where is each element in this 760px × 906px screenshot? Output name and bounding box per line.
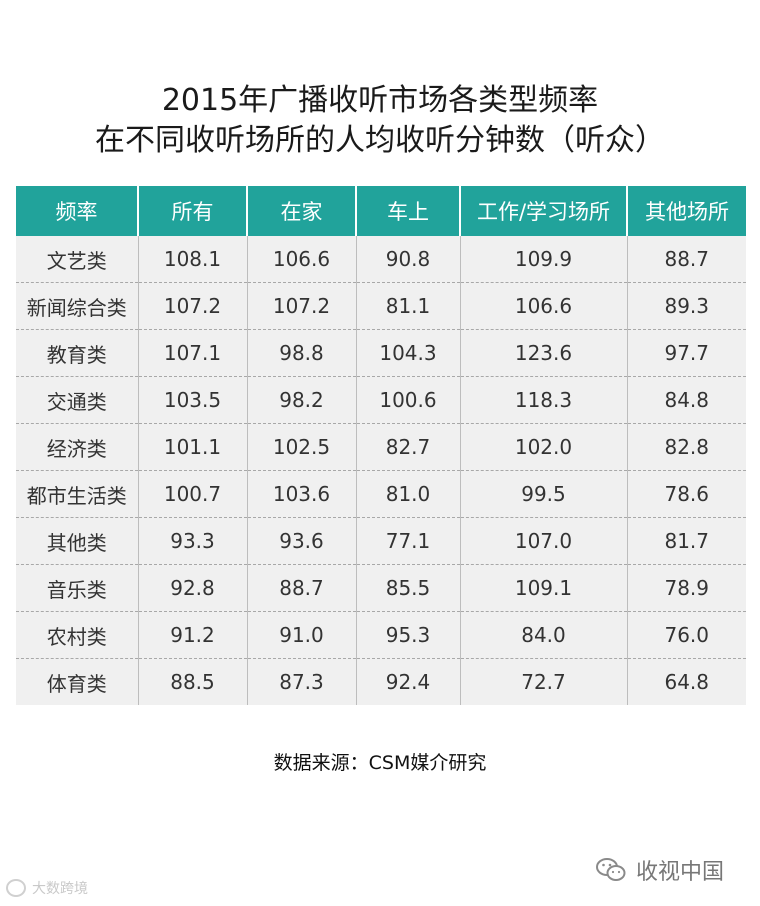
- row-label-cell: 交通类: [16, 376, 138, 424]
- source-note: 数据来源：CSM媒介研究: [273, 752, 487, 774]
- value-cell: 93.3: [137, 517, 247, 565]
- table-row: 经济类 101.1 102.5 82.7 102.0 82.8: [16, 423, 746, 471]
- row-label-cell: 音乐类: [16, 564, 138, 612]
- table-row: 音乐类 92.8 88.7 85.5 109.1 78.9: [16, 564, 746, 612]
- value-cell: 90.8: [355, 236, 460, 283]
- page-title-line1: 2015年广播收听市场各类型频率: [161, 83, 599, 118]
- value-cell: 82.8: [626, 423, 746, 471]
- value-cell: 88.5: [137, 658, 247, 705]
- value-cell: 99.5: [459, 470, 627, 518]
- value-cell: 107.2: [246, 282, 356, 330]
- row-label-cell: 新闻综合类: [16, 282, 138, 330]
- value-cell: 98.8: [246, 329, 356, 377]
- value-cell: 78.9: [626, 564, 746, 612]
- value-cell: 64.8: [626, 658, 746, 705]
- wechat-icon: [596, 858, 626, 881]
- table-row: 农村类 91.2 91.0 95.3 84.0 76.0: [16, 611, 746, 659]
- value-cell: 87.3: [246, 658, 356, 705]
- value-cell: 109.1: [459, 564, 627, 612]
- table-row: 文艺类 108.1 106.6 90.8 109.9 88.7: [16, 236, 746, 283]
- table-row: 教育类 107.1 98.8 104.3 123.6 97.7: [16, 329, 746, 377]
- value-cell: 72.7: [459, 658, 627, 705]
- table-row: 其他类 93.3 93.6 77.1 107.0 81.7: [16, 517, 746, 565]
- table-row: 新闻综合类 107.2 107.2 81.1 106.6 89.3: [16, 282, 746, 330]
- value-cell: 88.7: [246, 564, 356, 612]
- value-cell: 81.0: [355, 470, 460, 518]
- value-cell: 95.3: [355, 611, 460, 659]
- value-cell: 78.6: [626, 470, 746, 518]
- value-cell: 76.0: [626, 611, 746, 659]
- value-cell: 97.7: [626, 329, 746, 377]
- table-row: 体育类 88.5 87.3 92.4 72.7 64.8: [16, 658, 746, 705]
- value-cell: 91.0: [246, 611, 356, 659]
- value-cell: 84.8: [626, 376, 746, 424]
- row-label-cell: 农村类: [16, 611, 138, 659]
- wechat-account-name: 收视中国: [636, 860, 725, 885]
- value-cell: 93.6: [246, 517, 356, 565]
- value-cell: 85.5: [355, 564, 460, 612]
- value-cell: 91.2: [137, 611, 247, 659]
- value-cell: 100.7: [137, 470, 247, 518]
- value-cell: 123.6: [459, 329, 627, 377]
- watermark: 大数跨境: [6, 878, 88, 898]
- row-label-cell: 都市生活类: [16, 470, 138, 518]
- column-header: 工作/学习场所: [459, 186, 627, 236]
- watermark-text: 大数跨境: [32, 881, 88, 897]
- column-header: 其他场所: [626, 186, 746, 236]
- value-cell: 101.1: [137, 423, 247, 471]
- column-header: 频率: [16, 186, 138, 236]
- row-label-cell: 其他类: [16, 517, 138, 565]
- column-header: 车上: [355, 186, 460, 236]
- value-cell: 106.6: [246, 236, 356, 283]
- row-label-cell: 文艺类: [16, 236, 138, 283]
- data-table: 频率 所有 在家 车上 工作/学习场所 其他场所 文艺类 108.1 106.6 90…: [16, 186, 746, 705]
- value-cell: 104.3: [355, 329, 460, 377]
- value-cell: 88.7: [626, 236, 746, 283]
- value-cell: 103.6: [246, 470, 356, 518]
- value-cell: 81.1: [355, 282, 460, 330]
- value-cell: 108.1: [137, 236, 247, 283]
- row-label-cell: 经济类: [16, 423, 138, 471]
- value-cell: 92.8: [137, 564, 247, 612]
- column-header: 所有: [137, 186, 247, 236]
- table-row: 交通类 103.5 98.2 100.6 118.3 84.8: [16, 376, 746, 424]
- value-cell: 102.5: [246, 423, 356, 471]
- value-cell: 81.7: [626, 517, 746, 565]
- row-label-cell: 体育类: [16, 658, 138, 705]
- value-cell: 82.7: [355, 423, 460, 471]
- value-cell: 77.1: [355, 517, 460, 565]
- value-cell: 109.9: [459, 236, 627, 283]
- value-cell: 107.1: [137, 329, 247, 377]
- value-cell: 100.6: [355, 376, 460, 424]
- value-cell: 98.2: [246, 376, 356, 424]
- value-cell: 118.3: [459, 376, 627, 424]
- value-cell: 84.0: [459, 611, 627, 659]
- value-cell: 89.3: [626, 282, 746, 330]
- page-title-line2: 在不同收听场所的人均收听分钟数（听众）: [95, 123, 665, 158]
- row-label-cell: 教育类: [16, 329, 138, 377]
- value-cell: 106.6: [459, 282, 627, 330]
- value-cell: 107.0: [459, 517, 627, 565]
- table-header-row: 频率 所有 在家 车上 工作/学习场所 其他场所: [16, 186, 746, 236]
- table-row: 都市生活类 100.7 103.6 81.0 99.5 78.6: [16, 470, 746, 518]
- value-cell: 103.5: [137, 376, 247, 424]
- column-header: 在家: [246, 186, 356, 236]
- watermark-logo-icon: [6, 879, 26, 897]
- value-cell: 107.2: [137, 282, 247, 330]
- value-cell: 92.4: [355, 658, 460, 705]
- wechat-account: 收视中国: [596, 854, 724, 886]
- value-cell: 102.0: [459, 423, 627, 471]
